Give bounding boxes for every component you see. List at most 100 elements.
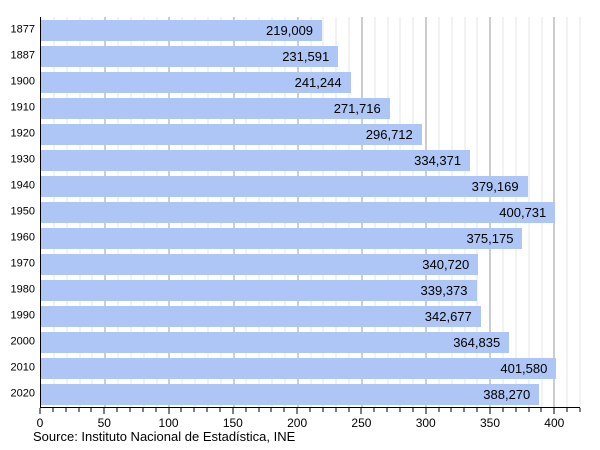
x-axis-tick <box>39 408 41 414</box>
minor-gridline <box>566 17 568 407</box>
x-axis-tick <box>450 408 452 412</box>
x-axis-tick <box>335 408 337 412</box>
y-axis-label: 2020 <box>10 387 35 400</box>
x-axis-tick <box>206 408 208 412</box>
x-axis-tick <box>90 408 92 412</box>
y-axis-label: 1877 <box>10 23 35 36</box>
x-axis-tick <box>180 408 182 412</box>
bar: 401,580 <box>41 357 557 379</box>
x-axis-tick <box>155 408 157 412</box>
bar: 342,677 <box>41 305 481 327</box>
x-axis-tick <box>296 408 298 414</box>
bar-value-label: 231,591 <box>282 48 330 64</box>
y-axis-label: 1970 <box>10 257 35 270</box>
y-axis-label: 1900 <box>10 75 35 88</box>
minor-gridline <box>579 17 581 407</box>
bar: 219,009 <box>41 19 323 41</box>
bar-value-label: 342,677 <box>424 308 472 324</box>
bar-value-label: 219,009 <box>266 22 314 38</box>
bar-value-label: 364,835 <box>453 334 501 350</box>
bar-value-label: 241,244 <box>294 74 342 90</box>
x-axis-tick-label: 200 <box>287 416 308 430</box>
bar-row: 1950 400,731 <box>11 199 580 225</box>
bar: 271,716 <box>41 97 390 119</box>
y-axis-label: 1990 <box>10 309 35 322</box>
x-axis-tick <box>463 408 465 412</box>
bar-value-label: 375,175 <box>466 230 514 246</box>
bar: 296,712 <box>41 123 422 145</box>
x-axis-tick <box>129 408 131 412</box>
bar-row: 1900 241,244 <box>11 69 580 95</box>
x-axis-tick <box>168 408 170 414</box>
bar-row: 1930 334,371 <box>11 147 580 173</box>
y-axis-label: 1940 <box>10 179 35 192</box>
y-axis-label: 1930 <box>10 153 35 166</box>
bar-row: 1940 379,169 <box>11 173 580 199</box>
bar: 379,169 <box>41 175 528 197</box>
x-axis-tick <box>360 408 362 414</box>
bar: 388,270 <box>41 383 540 405</box>
x-axis-tick <box>193 408 195 412</box>
x-axis-tick <box>65 408 67 412</box>
x-axis-tick <box>232 408 234 414</box>
x-axis-tick-label: 400 <box>544 416 565 430</box>
bar-row: 1910 271,716 <box>11 95 580 121</box>
bar-row: 2000 364,835 <box>11 329 580 355</box>
x-axis-tick <box>103 408 105 414</box>
x-axis-tick <box>116 408 118 412</box>
x-axis-tick-label: 150 <box>222 416 243 430</box>
x-axis-tick <box>399 408 401 412</box>
x-axis-tick-label: 50 <box>97 416 111 430</box>
y-axis-label: 2000 <box>10 335 35 348</box>
bar-value-label: 296,712 <box>365 126 413 142</box>
bar-value-label: 271,716 <box>333 100 381 116</box>
x-axis-tick-label: 250 <box>351 416 372 430</box>
bar-row: 1960 375,175 <box>11 225 580 251</box>
x-axis: 0 50 100 150 200 250 300 350 400 <box>36 408 581 442</box>
x-axis-tick <box>52 408 54 412</box>
x-axis-tick <box>219 408 221 412</box>
bar: 334,371 <box>41 149 471 171</box>
x-axis-tick-label: 300 <box>415 416 436 430</box>
y-axis-label: 1920 <box>10 127 35 140</box>
bar-row: 1970 340,720 <box>11 251 580 277</box>
x-axis-tick <box>579 408 581 412</box>
bar-value-label: 388,270 <box>483 386 531 402</box>
x-axis-tick <box>425 408 427 414</box>
bar-row: 1920 296,712 <box>11 121 580 147</box>
bar-value-label: 379,169 <box>471 178 519 194</box>
x-axis-tick <box>476 408 478 412</box>
bar: 364,835 <box>41 331 510 353</box>
x-axis-tick <box>386 408 388 412</box>
source-note: Source: Instituto Nacional de Estadístic… <box>33 429 296 444</box>
x-axis-tick <box>528 408 530 412</box>
x-axis-tick <box>515 408 517 412</box>
x-axis-tick <box>245 408 247 412</box>
x-axis-tick <box>78 408 80 412</box>
y-axis-label: 1887 <box>10 49 35 62</box>
x-axis-tick <box>553 408 555 414</box>
bar-value-label: 400,731 <box>499 204 547 220</box>
x-axis-tick-label: 0 <box>36 416 44 430</box>
x-axis-tick <box>438 408 440 412</box>
y-axis-label: 1950 <box>10 205 35 218</box>
x-axis-tick <box>283 408 285 412</box>
x-axis-tick <box>322 408 324 412</box>
bar-row: 1990 342,677 <box>11 303 580 329</box>
x-axis-tick <box>270 408 272 412</box>
bar-row: 1877 219,009 <box>11 17 580 43</box>
bar-rows: 1877 219,009 1887 231,591 1900 241,244 1910 271… <box>11 17 580 407</box>
x-axis-tick <box>258 408 260 412</box>
x-axis-tick <box>412 408 414 412</box>
x-axis-tick <box>540 408 542 412</box>
x-axis-tick <box>566 408 568 412</box>
x-axis-tick <box>489 408 491 414</box>
plot-area: 1877 219,009 1887 231,591 1900 241,244 1910 271… <box>11 17 581 408</box>
y-axis-label: 1960 <box>10 231 35 244</box>
y-axis-label: 2010 <box>10 361 35 374</box>
x-axis-tick <box>348 408 350 412</box>
y-axis-label: 1910 <box>10 101 35 114</box>
bar-row: 2010 401,580 <box>11 355 580 381</box>
bar-value-label: 401,580 <box>500 360 548 376</box>
